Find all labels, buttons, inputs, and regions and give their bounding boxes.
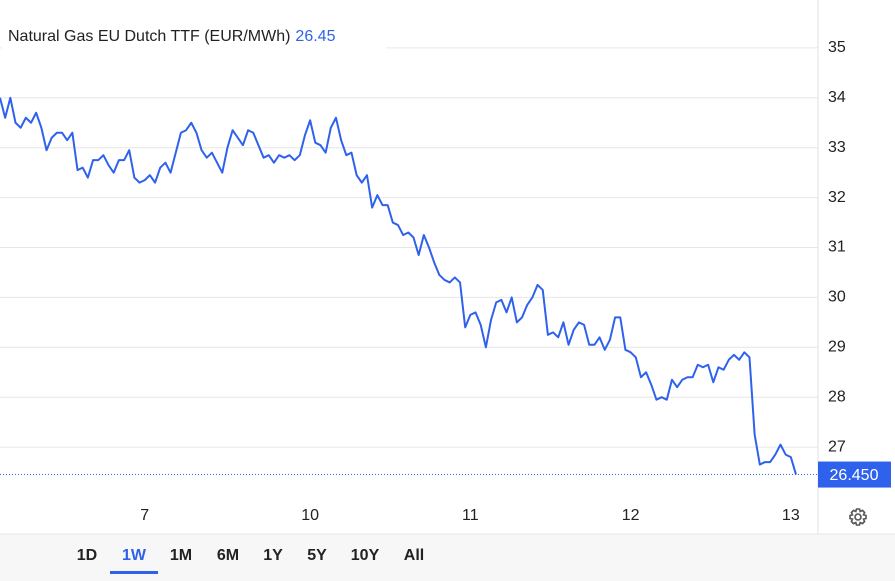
price-badge: [818, 461, 891, 488]
range-button[interactable]: 1D: [77, 547, 97, 564]
y-tick-label: 29: [828, 339, 846, 356]
settings-icon[interactable]: [849, 508, 867, 526]
range-selected-underline: [110, 571, 158, 574]
x-tick-label: 13: [782, 507, 800, 524]
settings-icon-gear: [849, 508, 867, 526]
range-button[interactable]: 1Y: [263, 547, 283, 564]
range-button[interactable]: 10Y: [351, 547, 380, 564]
range-button[interactable]: 5Y: [307, 547, 327, 564]
header-background: [2, 22, 386, 50]
settings-icon-center: [854, 513, 862, 521]
price-line: [0, 96, 797, 475]
y-tick-label: 35: [828, 39, 846, 56]
chart-title: Natural Gas EU Dutch TTF (EUR/MWh): [8, 28, 290, 45]
x-tick-label: 12: [622, 507, 640, 524]
chart-header: Natural Gas EU Dutch TTF (EUR/MWh) 26.45: [8, 28, 336, 45]
y-tick-label: 34: [828, 89, 846, 106]
price-badge-label: 26.450: [830, 467, 879, 484]
range-button[interactable]: 6M: [217, 547, 239, 564]
grid: [0, 47, 818, 448]
range-button[interactable]: 1M: [170, 547, 192, 564]
y-tick-label: 33: [828, 139, 846, 156]
y-tick-label: 30: [828, 289, 846, 306]
y-tick-label: 27: [828, 438, 846, 455]
plot: [0, 96, 818, 476]
range-button[interactable]: 1W: [122, 547, 147, 564]
x-tick-label: 10: [301, 507, 319, 524]
header-value: 26.45: [295, 28, 335, 45]
y-tick-label: 31: [828, 239, 846, 256]
y-tick-label: 28: [828, 388, 846, 405]
y-tick-label: 32: [828, 189, 846, 206]
range-button[interactable]: All: [404, 547, 424, 564]
x-tick-label: 7: [140, 507, 149, 524]
x-tick-label: 11: [462, 507, 479, 524]
